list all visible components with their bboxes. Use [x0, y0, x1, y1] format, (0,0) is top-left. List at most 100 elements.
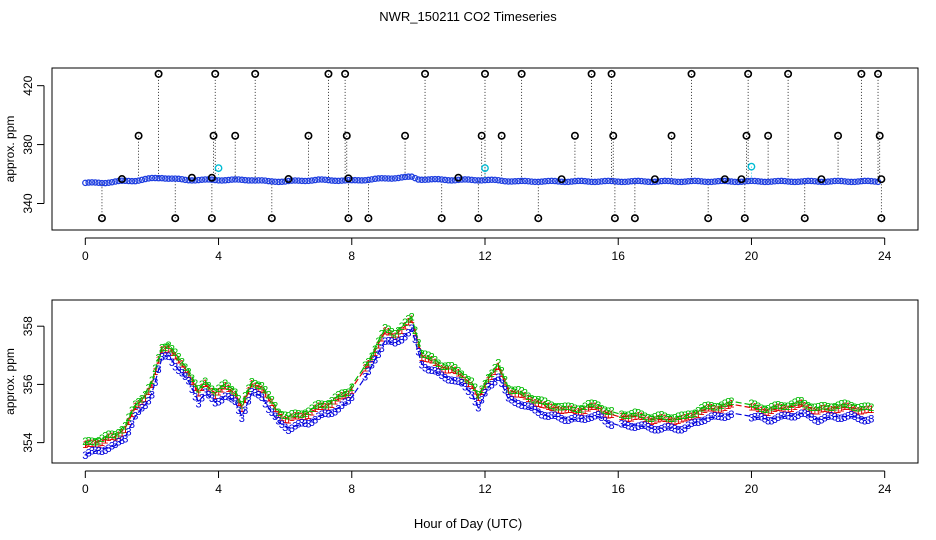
series-3-marker: 3: [668, 422, 674, 434]
data-point: [604, 177, 612, 185]
series-3-marker: 3: [265, 404, 271, 416]
series-2-marker: 2: [475, 390, 481, 402]
series-2-marker: 2: [569, 402, 575, 414]
series-2-marker: 2: [129, 405, 135, 417]
series-3-marker: 3: [582, 414, 588, 426]
series-1-marker: 1: [255, 383, 261, 395]
series-1-marker: 1: [755, 403, 761, 415]
series-1-marker: 1: [625, 413, 631, 425]
series-1-marker: 1: [585, 402, 591, 414]
data-point: [711, 178, 719, 185]
data-point: [861, 177, 868, 185]
series-1-marker: 1: [539, 399, 545, 411]
series-2-marker: 2: [525, 391, 531, 403]
series-2-marker: 2: [445, 361, 451, 373]
series-2-marker: 2: [868, 402, 874, 414]
series-1-marker: 1: [129, 408, 135, 420]
data-point: [501, 177, 509, 185]
series-1-marker: 1: [752, 402, 758, 414]
series-1-marker: 1: [795, 399, 801, 411]
data-point: [611, 178, 619, 185]
series-3-marker: 3: [772, 414, 778, 426]
series-2-marker: 2: [748, 398, 754, 410]
series-1-marker: 1: [509, 388, 515, 400]
series-2-marker: 2: [472, 382, 478, 394]
series-3-marker: 3: [375, 349, 381, 361]
data-point: [581, 177, 589, 185]
series-3-marker: 3: [618, 418, 624, 430]
series-2-marker: 2: [838, 399, 844, 411]
series-2-marker: 2: [758, 403, 764, 415]
series-3-marker: 3: [559, 414, 565, 426]
series-1-marker: 1: [489, 371, 495, 383]
series-2-marker: 2: [645, 413, 651, 425]
series-2-marker: 2: [419, 349, 425, 361]
series-1-marker: 1: [638, 411, 644, 423]
data-point: [495, 176, 502, 184]
data-point: [678, 178, 685, 186]
series-2-marker: 2: [315, 399, 321, 411]
series-2-marker: 2: [399, 321, 405, 333]
data-point: [624, 178, 632, 185]
series-2-marker: 2: [542, 396, 548, 408]
series-3-marker: 3: [818, 415, 824, 427]
series-1-marker: 1: [375, 340, 381, 352]
series-2-marker: 2: [685, 409, 691, 421]
data-point: [235, 176, 242, 183]
series-1-marker: 1: [465, 378, 471, 390]
data-point: [661, 177, 669, 185]
series-2-marker: 2: [195, 384, 201, 396]
series-1-marker: 1: [542, 399, 548, 411]
data-point: [864, 177, 872, 185]
flagged-low-point: [877, 214, 886, 223]
series-2-marker: 2: [585, 399, 591, 411]
series-2-marker: 2: [828, 402, 834, 414]
data-point: [794, 178, 802, 186]
x-tick-label: 8: [348, 482, 355, 496]
data-point: [491, 176, 499, 184]
series-1-marker: 1: [166, 343, 172, 355]
series-1-marker: 1: [205, 383, 211, 395]
series-1-marker: 1: [522, 390, 528, 402]
series-2-marker: 2: [342, 388, 348, 400]
series-1-marker: 1: [459, 371, 465, 383]
series-2-marker: 2: [802, 398, 808, 410]
series-3-marker: 3: [275, 416, 281, 428]
data-point: [231, 176, 239, 183]
series-3-marker: 3: [862, 415, 868, 427]
data-point: [241, 176, 249, 184]
series-2-marker: 2: [539, 395, 545, 407]
series-2-marker: 2: [482, 379, 488, 391]
series-2-marker: 2: [435, 358, 441, 370]
data-point: [551, 177, 559, 185]
series-2-marker: 2: [512, 385, 518, 397]
series-3-marker: 3: [768, 416, 774, 428]
data-point: [608, 177, 615, 185]
series-3-marker: 3: [379, 343, 385, 355]
series-1-marker: 1: [82, 439, 88, 451]
series-2-marker: 2: [835, 400, 841, 412]
x-tick-label: 24: [878, 482, 892, 496]
series-1-marker: 1: [176, 354, 182, 366]
series-3-marker: 3: [419, 360, 425, 372]
series-2-marker: 2: [389, 327, 395, 339]
series-2-marker: 2: [412, 325, 418, 337]
series-2-marker: 2: [722, 398, 728, 410]
series-2-marker: 2: [502, 374, 508, 386]
series-3-marker: 3: [205, 389, 211, 401]
series-3-marker: 3: [272, 411, 278, 423]
series-3-marker: 3: [625, 420, 631, 432]
series-3-marker: 3: [855, 413, 861, 425]
series-1-marker: 1: [262, 388, 268, 400]
series-3-marker: 3: [542, 410, 548, 422]
data-point: [511, 178, 519, 185]
data-point: [858, 177, 865, 185]
series-2-marker: 2: [479, 384, 485, 396]
series-2-marker: 2: [752, 399, 758, 411]
series-1-marker: 1: [695, 409, 701, 421]
series-2-marker: 2: [515, 385, 521, 397]
series-1-marker: 1: [92, 439, 98, 451]
data-point: [848, 178, 855, 186]
series-1-marker: 1: [282, 414, 288, 426]
series-3-marker: 3: [599, 412, 605, 424]
